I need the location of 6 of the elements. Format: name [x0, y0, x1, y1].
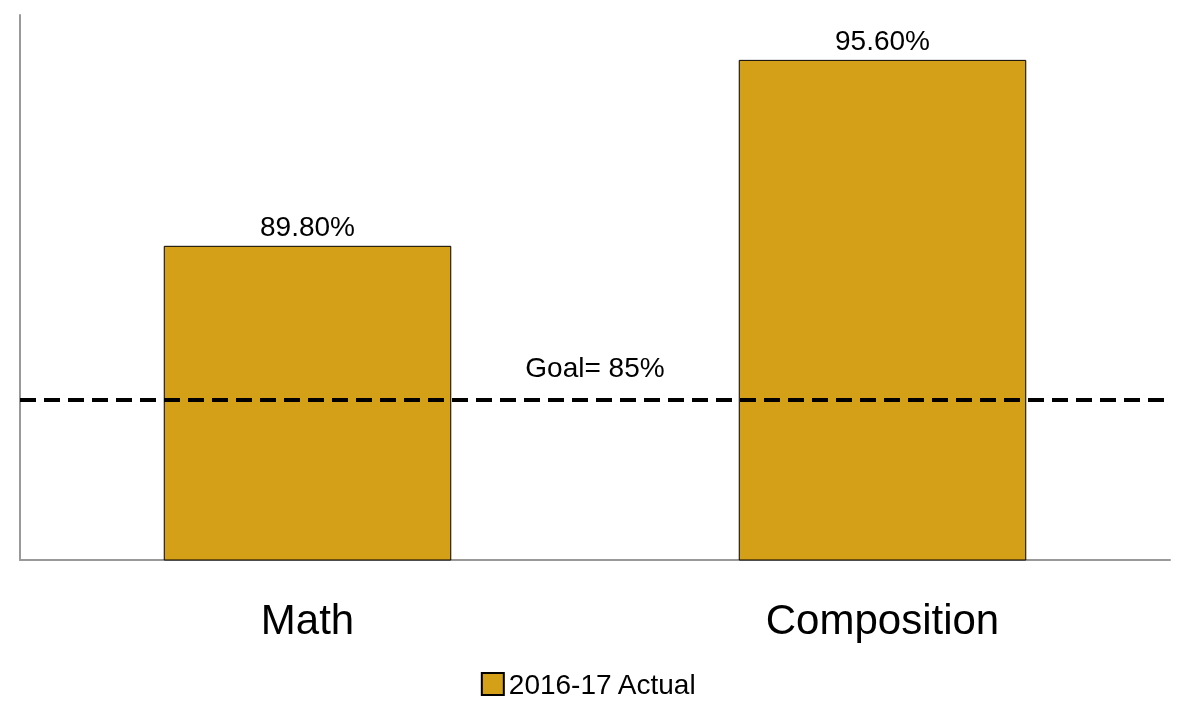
data-label: 89.80% — [260, 211, 355, 243]
x-tick-label: Math — [260, 595, 355, 643]
x-tick-label: Composition — [765, 595, 1000, 643]
legend-label: 2016-17 Actual — [508, 668, 696, 700]
ref-line-label: Goal= 85% — [525, 352, 665, 384]
data-label: 95.60% — [835, 25, 930, 57]
